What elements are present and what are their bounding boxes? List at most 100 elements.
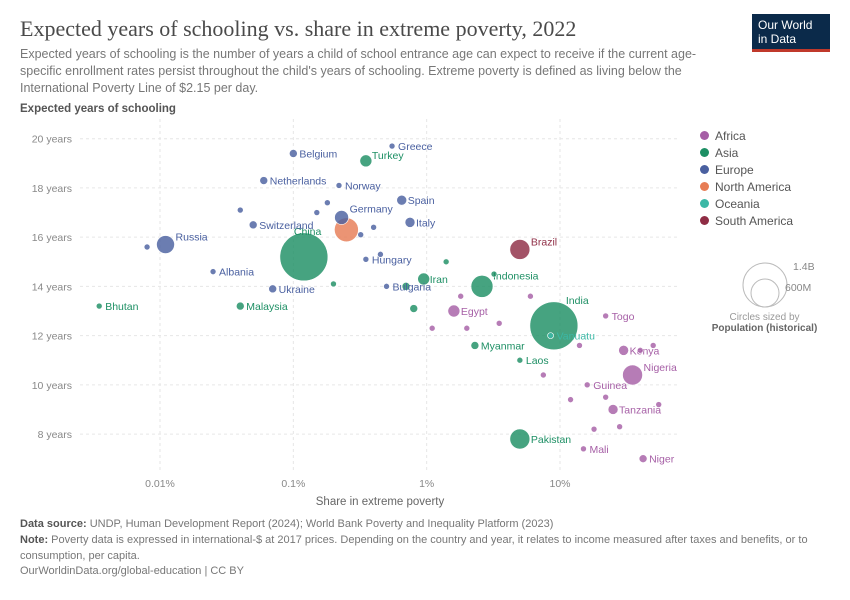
data-point[interactable] [527, 293, 533, 299]
data-point[interactable] [584, 381, 590, 387]
data-point-label: Pakistan [531, 434, 571, 446]
data-point[interactable] [650, 342, 656, 348]
data-point[interactable] [591, 426, 597, 432]
data-point[interactable] [443, 258, 449, 264]
data-point[interactable] [418, 273, 430, 285]
legend-swatch [700, 165, 709, 174]
data-point[interactable] [402, 282, 410, 290]
data-point[interactable] [517, 357, 523, 363]
data-point[interactable] [637, 347, 643, 353]
data-point[interactable] [619, 345, 629, 355]
data-point[interactable] [371, 224, 377, 230]
data-point[interactable] [377, 251, 383, 257]
x-tick-label: 10% [549, 478, 570, 490]
legend-item[interactable]: Africa [700, 129, 830, 143]
data-point[interactable] [617, 423, 623, 429]
data-point[interactable] [410, 304, 418, 312]
data-point[interactable] [496, 320, 502, 326]
data-point-label: Myanmar [481, 340, 525, 352]
data-point-label: Mali [589, 443, 608, 455]
chart-title: Expected years of schooling vs. share in… [20, 16, 720, 42]
data-point[interactable] [210, 268, 216, 274]
data-point[interactable] [608, 404, 618, 414]
size-legend: 1.4B 600M Circles sized by Population (h… [707, 245, 822, 334]
data-point[interactable] [397, 195, 407, 205]
legend-label: Europe [715, 163, 754, 177]
data-point[interactable] [249, 220, 257, 228]
legend-swatch [700, 199, 709, 208]
data-point[interactable] [576, 342, 582, 348]
data-point-label: Niger [649, 453, 675, 465]
data-point[interactable] [237, 207, 243, 213]
data-point[interactable] [330, 281, 336, 287]
data-point[interactable] [603, 394, 609, 400]
data-point[interactable] [358, 231, 364, 237]
logo-line-1: Our World [758, 19, 824, 33]
data-point[interactable] [530, 301, 578, 349]
data-point[interactable] [280, 232, 328, 280]
y-tick-label: 14 years [32, 281, 72, 293]
data-point[interactable] [623, 365, 643, 385]
data-point[interactable] [540, 372, 546, 378]
data-point[interactable] [336, 182, 342, 188]
data-point-label: Indonesia [493, 270, 539, 282]
data-point[interactable] [580, 445, 586, 451]
legend-item[interactable]: North America [700, 180, 830, 194]
data-point[interactable] [360, 154, 372, 166]
data-point[interactable] [429, 325, 435, 331]
data-point[interactable] [568, 396, 574, 402]
data-point-label: Laos [526, 355, 549, 367]
data-point[interactable] [464, 325, 470, 331]
y-tick-label: 12 years [32, 330, 72, 342]
data-point-label: Tanzania [619, 404, 661, 416]
legend-swatch [700, 148, 709, 157]
x-tick-label: 0.01% [145, 478, 175, 490]
data-point[interactable] [269, 284, 277, 292]
legend-item[interactable]: Oceania [700, 197, 830, 211]
data-point[interactable] [289, 149, 297, 157]
data-point[interactable] [656, 401, 662, 407]
data-point[interactable] [510, 429, 530, 449]
data-point[interactable] [603, 313, 609, 319]
data-point[interactable] [324, 199, 330, 205]
attribution-text: OurWorldinData.org/global-education | CC… [20, 564, 830, 580]
data-point[interactable] [548, 332, 554, 338]
data-point[interactable] [471, 275, 493, 297]
data-point[interactable] [405, 217, 415, 227]
data-point[interactable] [639, 454, 647, 462]
x-tick-label: 0.1% [281, 478, 305, 490]
data-point[interactable] [260, 176, 268, 184]
data-point-label: Italy [416, 217, 436, 229]
data-point[interactable] [335, 210, 349, 224]
data-point-label: Netherlands [270, 175, 327, 187]
legend-item[interactable]: South America [700, 214, 830, 228]
data-point-label: Belgium [299, 148, 337, 160]
logo-line-2: in Data [758, 33, 824, 47]
data-point[interactable] [471, 341, 479, 349]
data-point[interactable] [157, 235, 175, 253]
x-tick-label: 1% [419, 478, 434, 490]
data-point[interactable] [458, 293, 464, 299]
data-point[interactable] [389, 143, 395, 149]
data-point[interactable] [491, 271, 497, 277]
legend-item[interactable]: Asia [700, 146, 830, 160]
data-point[interactable] [144, 244, 150, 250]
data-point-label: Guinea [593, 379, 627, 391]
legend-item[interactable]: Europe [700, 163, 830, 177]
chart-subtitle: Expected years of schooling is the numbe… [20, 46, 720, 97]
data-point[interactable] [384, 283, 390, 289]
data-point[interactable] [510, 239, 530, 259]
legend-swatch [700, 131, 709, 140]
data-point[interactable] [96, 303, 102, 309]
data-point[interactable] [236, 302, 244, 310]
data-point-label: Greece [398, 141, 433, 153]
data-point-label: Albania [219, 266, 254, 278]
region-legend: Africa Asia Europe North America Oceania Sout… [700, 129, 830, 231]
y-tick-label: 16 years [32, 232, 72, 244]
data-point[interactable] [314, 209, 320, 215]
x-axis-label: Share in extreme poverty [316, 496, 445, 508]
size-legend-caption-2: Population (historical) [707, 323, 822, 334]
data-point[interactable] [363, 256, 369, 262]
data-point[interactable] [448, 305, 460, 317]
data-point-label: Germany [350, 203, 394, 215]
